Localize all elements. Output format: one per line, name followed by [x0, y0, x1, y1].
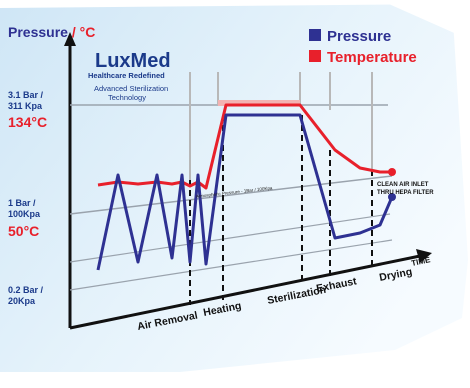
y-label-mid-kpa: 100Kpa	[8, 209, 41, 219]
phase-dividers-top	[189, 72, 373, 180]
panel-background	[0, 4, 468, 372]
temperature-end-point	[388, 168, 396, 176]
logo-tagline: Healthcare Redefined	[88, 71, 165, 80]
legend-swatch-temperature	[309, 50, 321, 62]
legend-swatch-pressure	[309, 29, 321, 41]
ref-line-atmospheric	[69, 175, 393, 215]
logo-brand: LuxMed	[95, 50, 171, 72]
clean-air-label: CLEAN AIR INLET	[377, 182, 429, 188]
legend: Pressure Temperature	[309, 28, 417, 66]
logo-subtitle-1: Advanced Sterilization	[94, 84, 168, 93]
y-axis-arrow	[64, 32, 76, 46]
y-label-low-kpa: 20Kpa	[8, 296, 36, 306]
y-label-mid-bar: 1 Bar /	[8, 198, 36, 208]
hepa-filter-label: THRU HEPA FILTER	[377, 190, 434, 196]
y-label-mid-temp: 50°C	[8, 223, 39, 239]
y-label-low-bar: 0.2 Bar /	[8, 285, 44, 295]
series-pressure-line	[96, 113, 394, 271]
pressure-end-point	[388, 193, 396, 201]
y-axis-labels: 3.1 Bar / 311 Kpa 134°C 1 Bar / 100Kpa 5…	[8, 90, 47, 306]
logo-subtitle-2: Technology	[108, 93, 146, 102]
sterilization-plateau-box	[218, 100, 300, 106]
y-label-top-bar: 3.1 Bar /	[8, 90, 44, 100]
y-label-top-temp: 134°C	[8, 114, 47, 130]
x-axis-arrow	[416, 249, 432, 263]
luxmed-logo: LuxMed Healthcare Redefined Advanced Ste…	[88, 50, 171, 102]
ref-line-low	[69, 239, 393, 291]
legend-label-pressure: Pressure	[327, 28, 391, 45]
time-axis-label: TIME	[411, 255, 432, 268]
legend-label-temperature: Temperature	[327, 49, 417, 66]
ref-line-mid	[69, 213, 391, 263]
y-label-top-kpa: 311 Kpa	[8, 101, 43, 111]
x-axis	[69, 254, 421, 330]
chart-title: Pressure / °C	[8, 24, 95, 40]
